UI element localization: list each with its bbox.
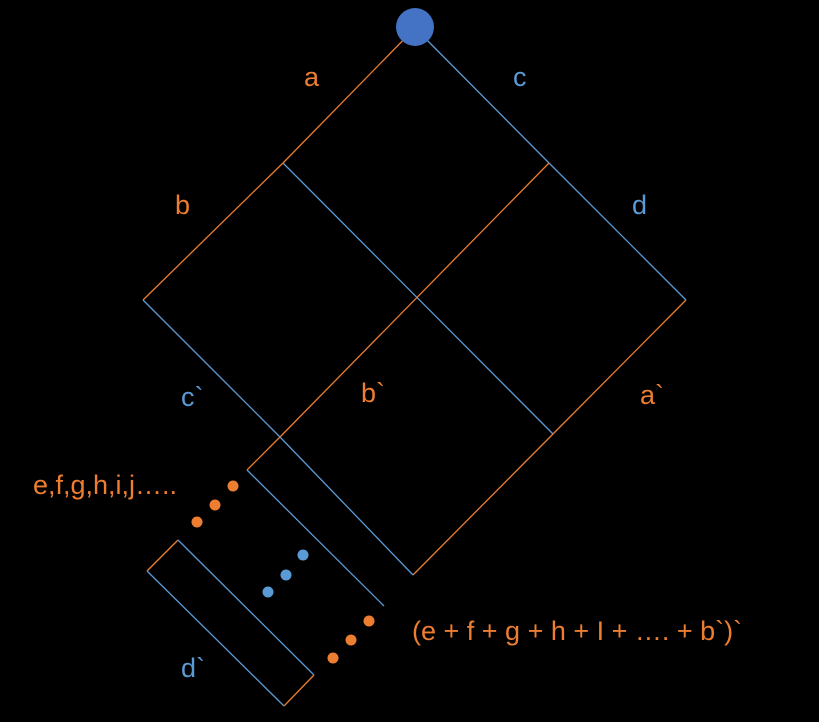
edge-a-prime [552,299,687,435]
strip-line-blue-d-prime [146,570,285,707]
label-d: d [632,190,647,220]
edge-c [414,27,550,164]
strip-edge-orange-3 [146,539,179,572]
ellipsis-dot [227,480,239,492]
ellipsis-dot [191,516,203,528]
ellipsis-dot [363,615,375,627]
edge-d [548,162,687,301]
label-sequence: e,f,g,h,i,j….. [33,470,177,500]
ellipsis-dot [209,499,221,511]
edge-c-prime [142,299,281,438]
label-a-prime: a` [640,380,664,410]
top-node [396,8,434,46]
strip-line-blue-3 [177,539,315,676]
strip-edge-orange-1 [412,433,554,576]
inner-diagonal-blue [282,162,554,435]
label-c-prime: c` [181,382,204,412]
label-sum-expression: (e + f + g + h + I + …. + b`)` [412,616,742,646]
inner-diagonal-orange [279,162,550,438]
strip-edge-orange-4 [283,674,315,707]
edge-b [142,162,284,301]
edge-a [282,27,416,164]
label-b-prime: b` [361,378,385,408]
label-a: a [304,62,320,92]
ellipsis-dot [280,569,292,581]
ellipsis-dot [345,634,357,646]
strip-line-blue-2 [246,469,385,607]
ellipsis-dot [327,652,339,664]
label-b: b [175,190,190,220]
strip-line-blue-1 [279,436,414,576]
label-c: c [513,62,527,92]
ellipsis-dot [262,586,274,598]
ellipsis-dot [297,549,309,561]
label-d-prime: d` [181,653,205,683]
strip-edge-orange-2 [246,436,281,471]
